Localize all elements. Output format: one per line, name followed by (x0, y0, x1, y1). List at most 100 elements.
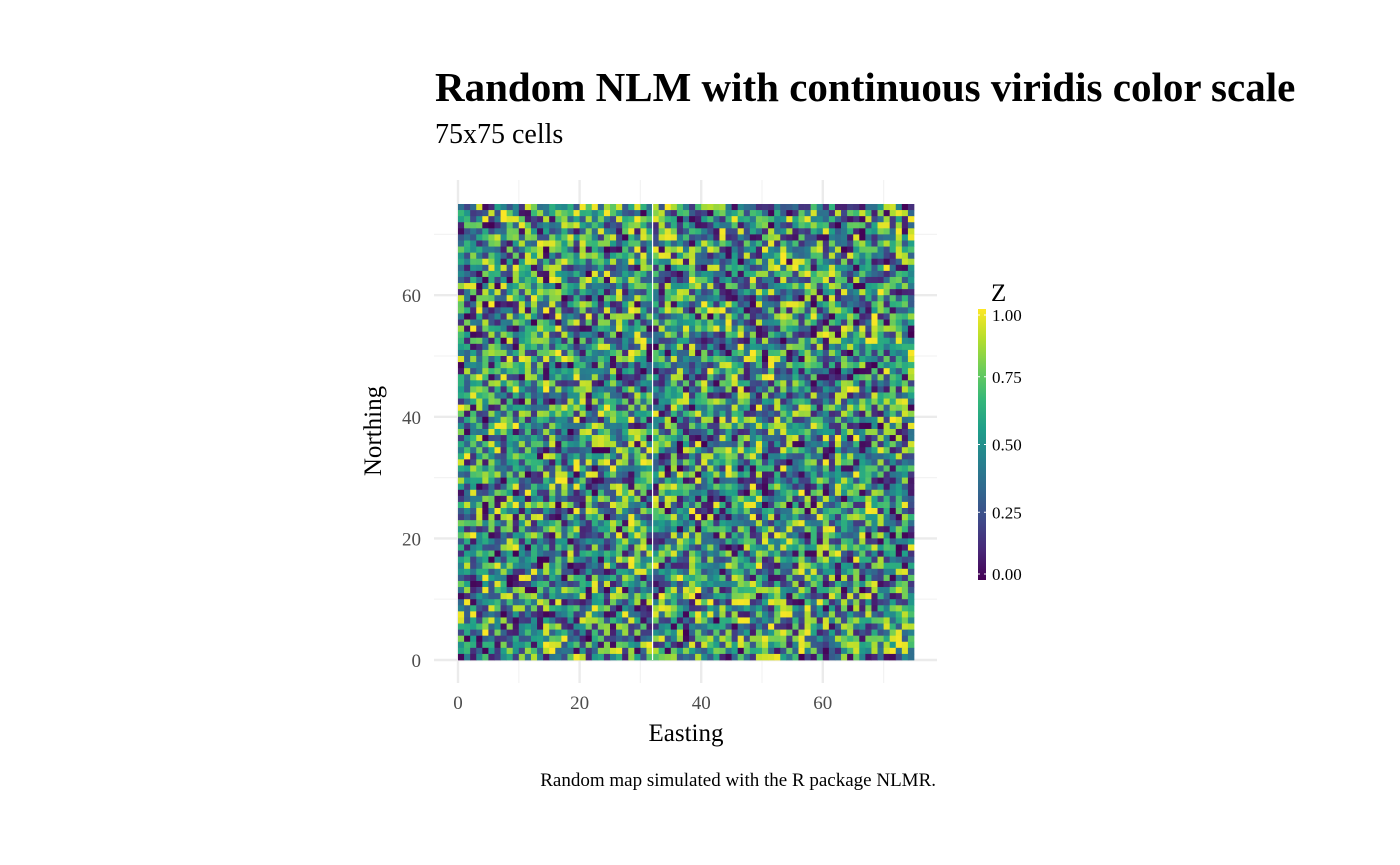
raster-cell (810, 416, 818, 424)
raster-cell (476, 477, 483, 485)
raster-cell (762, 331, 769, 339)
raster-cell (652, 514, 659, 521)
raster-cell (731, 289, 739, 296)
raster-cell (725, 568, 732, 576)
raster-cell (646, 234, 653, 241)
raster-cell (549, 562, 556, 570)
raster-cell (640, 234, 647, 241)
raster-cell (871, 374, 878, 381)
raster-cell (865, 587, 872, 594)
raster-cell (670, 270, 678, 278)
raster-cell (676, 453, 684, 460)
raster-cell (768, 258, 775, 266)
raster-cell (500, 605, 507, 612)
raster-cell (537, 580, 544, 588)
raster-cell (664, 216, 672, 223)
raster-cell (506, 228, 514, 235)
raster-cell (828, 416, 836, 424)
raster-cell (646, 508, 653, 515)
raster-cell (543, 580, 550, 588)
raster-cell (464, 508, 471, 515)
raster-cell (676, 295, 684, 302)
raster-cell (458, 222, 465, 229)
raster-cell (610, 356, 617, 363)
raster-cell (737, 599, 745, 606)
raster-cell (494, 501, 501, 509)
raster-cell (768, 380, 775, 387)
raster-cell (622, 441, 629, 448)
raster-cell (889, 337, 897, 345)
raster-cell (786, 386, 793, 393)
raster-cell (834, 240, 842, 247)
raster-cell (828, 514, 836, 521)
raster-cell (834, 216, 842, 223)
raster-cell (810, 422, 818, 430)
raster-cell (476, 404, 483, 412)
raster-cell (713, 435, 720, 442)
raster-cell (847, 459, 854, 466)
raster-cell (664, 580, 672, 588)
raster-cell (652, 416, 659, 424)
raster-cell (610, 422, 617, 430)
raster-cell (822, 210, 830, 217)
raster-cell (573, 301, 580, 308)
raster-cell (901, 349, 909, 357)
raster-cell (774, 526, 781, 533)
raster-cell (901, 289, 909, 296)
raster-cell (482, 289, 489, 296)
raster-cell (713, 538, 720, 545)
raster-cell (713, 331, 720, 339)
raster-cell (603, 441, 611, 448)
raster-cell (518, 422, 526, 430)
raster-cell (695, 392, 702, 399)
raster-cell (731, 544, 739, 551)
raster-cell (585, 356, 593, 363)
raster-cell (749, 428, 757, 436)
raster-cell (530, 228, 538, 235)
raster-cell (719, 532, 726, 539)
raster-cell (555, 550, 562, 557)
raster-cell (682, 234, 690, 241)
raster-cell (883, 301, 891, 308)
raster-cell (749, 374, 757, 381)
raster-cell (762, 556, 769, 564)
raster-cell (561, 441, 568, 448)
raster-cell (774, 246, 781, 253)
raster-cell (755, 343, 763, 351)
raster-cell (762, 289, 769, 296)
raster-cell (731, 599, 739, 606)
raster-cell (853, 580, 860, 588)
raster-cell (713, 465, 720, 472)
raster-cell (859, 489, 866, 497)
raster-cell (780, 538, 787, 545)
raster-cell (786, 568, 793, 576)
raster-cell (458, 562, 465, 570)
raster-cell (628, 447, 635, 454)
raster-cell (889, 495, 897, 503)
raster-cell (585, 453, 593, 460)
raster-cell (482, 495, 489, 503)
raster-cell (695, 374, 702, 381)
raster-cell (488, 574, 495, 582)
raster-cell (549, 276, 556, 284)
raster-cell (822, 471, 830, 478)
raster-cell (488, 556, 495, 564)
raster-cell (537, 319, 544, 326)
raster-cell (859, 587, 866, 594)
raster-cell (561, 276, 568, 284)
raster-cell (719, 283, 726, 290)
raster-cell (701, 210, 708, 217)
raster-cell (658, 514, 666, 521)
raster-cell (530, 362, 538, 369)
raster-cell (883, 593, 891, 600)
raster-cell (482, 252, 489, 260)
raster-cell (616, 453, 623, 460)
raster-cell (755, 374, 763, 381)
raster-cell (834, 222, 842, 229)
raster-cell (853, 295, 860, 302)
raster-cell (895, 331, 903, 339)
raster-cell (561, 574, 568, 582)
raster-cell (907, 301, 915, 308)
raster-cell (597, 568, 605, 576)
raster-cell (707, 587, 714, 594)
